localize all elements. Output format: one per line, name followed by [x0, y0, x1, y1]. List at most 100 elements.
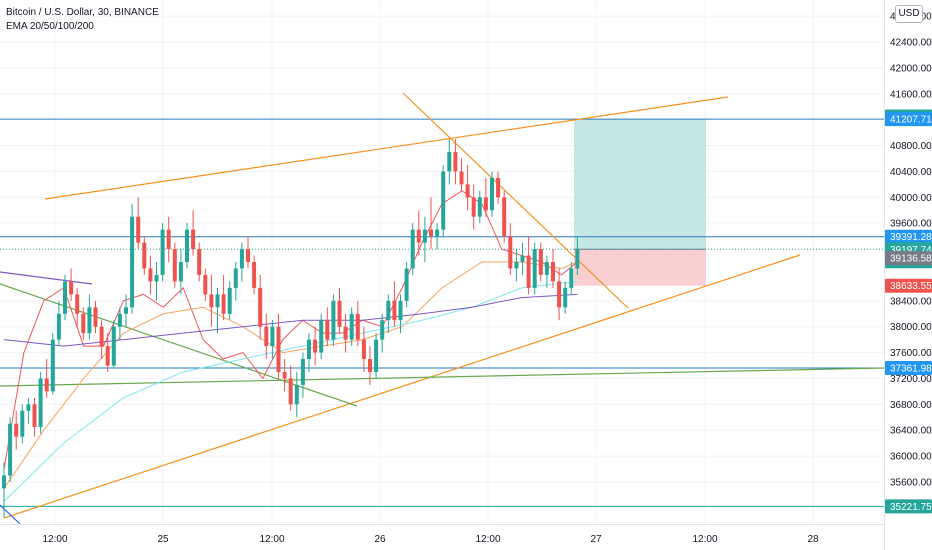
candle [374, 333, 379, 379]
candle-body [105, 346, 110, 366]
price-tick-label: 40800.00 [890, 141, 932, 152]
candle [93, 300, 98, 334]
candle-body [490, 177, 494, 211]
price-badge-box [885, 112, 932, 127]
candle [221, 274, 226, 321]
candle-body [386, 300, 391, 321]
green-horizontal-line[interactable] [0, 367, 885, 387]
candle [313, 326, 318, 366]
candle [496, 171, 501, 204]
candle [197, 242, 202, 282]
price-badges: 41249.3141207.7139391.2839197.7406:37391… [885, 109, 932, 514]
price-axis[interactable]: 42800.0042400.0042000.0041600.0040800.00… [884, 0, 932, 550]
candle-body [575, 249, 580, 269]
candle-body [233, 268, 238, 288]
candle [99, 320, 104, 360]
candle [532, 242, 537, 295]
candle-body [148, 268, 153, 282]
candle [264, 313, 269, 360]
time-tick-label: 25 [157, 534, 169, 545]
candle-body [111, 326, 116, 366]
candle [325, 307, 330, 347]
candle-body [215, 294, 220, 308]
candle [203, 268, 208, 301]
indicator-title[interactable]: EMA 20/50/100/200 [6, 21, 94, 32]
candle [227, 281, 232, 321]
candle [563, 281, 568, 314]
price-tick-label: 38000.00 [890, 322, 932, 333]
price-badge: 35221.75 [885, 499, 932, 514]
candle [50, 333, 55, 395]
candle [246, 236, 250, 269]
candle [8, 417, 13, 482]
candle-body [416, 229, 421, 243]
price-badge-box [885, 251, 932, 266]
candle-body [465, 184, 470, 198]
price-axis-divider [884, 0, 885, 550]
candle [477, 190, 482, 224]
candle [337, 287, 342, 334]
candle [56, 300, 61, 347]
candle [258, 274, 263, 340]
candle-body [520, 255, 525, 262]
candle [117, 307, 122, 340]
candle [178, 249, 183, 295]
candle [520, 242, 525, 275]
price-badge: 39136.58 [885, 251, 932, 266]
candle-body [471, 197, 476, 217]
candle [136, 197, 141, 250]
candle [441, 164, 446, 237]
candle-body [441, 171, 446, 230]
candle [557, 268, 562, 321]
lower-channel-line[interactable] [3, 254, 801, 519]
candle [124, 294, 128, 327]
ema-line-ema100 [3, 280, 578, 502]
candle [105, 333, 110, 372]
price-tick-label: 41600.00 [890, 89, 932, 100]
upper-channel-line[interactable] [44, 96, 729, 200]
candle [502, 190, 507, 243]
candle [44, 359, 49, 398]
time-tick-label: 28 [807, 534, 819, 545]
candle-body [2, 475, 6, 489]
candle-body [502, 197, 507, 237]
price-badge: 37361.98 [885, 360, 932, 375]
candle [435, 223, 440, 250]
position-zones [574, 119, 706, 286]
price-badge-box [885, 229, 932, 244]
candle [69, 268, 74, 301]
candle [343, 313, 348, 353]
candle-body [331, 300, 336, 340]
candle-body [160, 229, 165, 275]
blue-short-line[interactable] [0, 504, 21, 525]
candle [398, 294, 403, 334]
price-badge-label: 35221.75 [890, 502, 932, 513]
price-badge-label: 37361.98 [890, 363, 932, 374]
symbol-title[interactable]: Bitcoin / U.S. Dollar, 30, BINANCE [6, 7, 159, 18]
candle [319, 313, 324, 360]
candle-body [221, 294, 226, 314]
candle-body [496, 177, 501, 198]
candle [282, 359, 287, 392]
candle [294, 371, 299, 418]
purple-short-line[interactable] [0, 271, 93, 285]
candle-body [239, 249, 244, 269]
candle-body [447, 152, 452, 172]
currency-button[interactable]: USD [895, 5, 923, 23]
descending-resistance-line[interactable] [402, 92, 629, 309]
candle-body [81, 313, 86, 334]
chart-legend: Bitcoin / U.S. Dollar, 30, BINANCE EMA 2… [6, 6, 159, 34]
candle-body [294, 384, 299, 405]
candle-body [392, 300, 397, 321]
candle [392, 281, 397, 327]
price-badge-label: 38633.55 [890, 281, 932, 292]
candle-body [300, 359, 305, 385]
candle [20, 404, 25, 444]
candle-body [99, 326, 104, 347]
candle [2, 462, 6, 518]
candle [160, 223, 165, 282]
time-axis[interactable]: 12:00 25 12:00 26 12:00 27 12:00 28 [0, 524, 884, 550]
candle-body [38, 378, 43, 427]
candle-body [361, 339, 366, 360]
